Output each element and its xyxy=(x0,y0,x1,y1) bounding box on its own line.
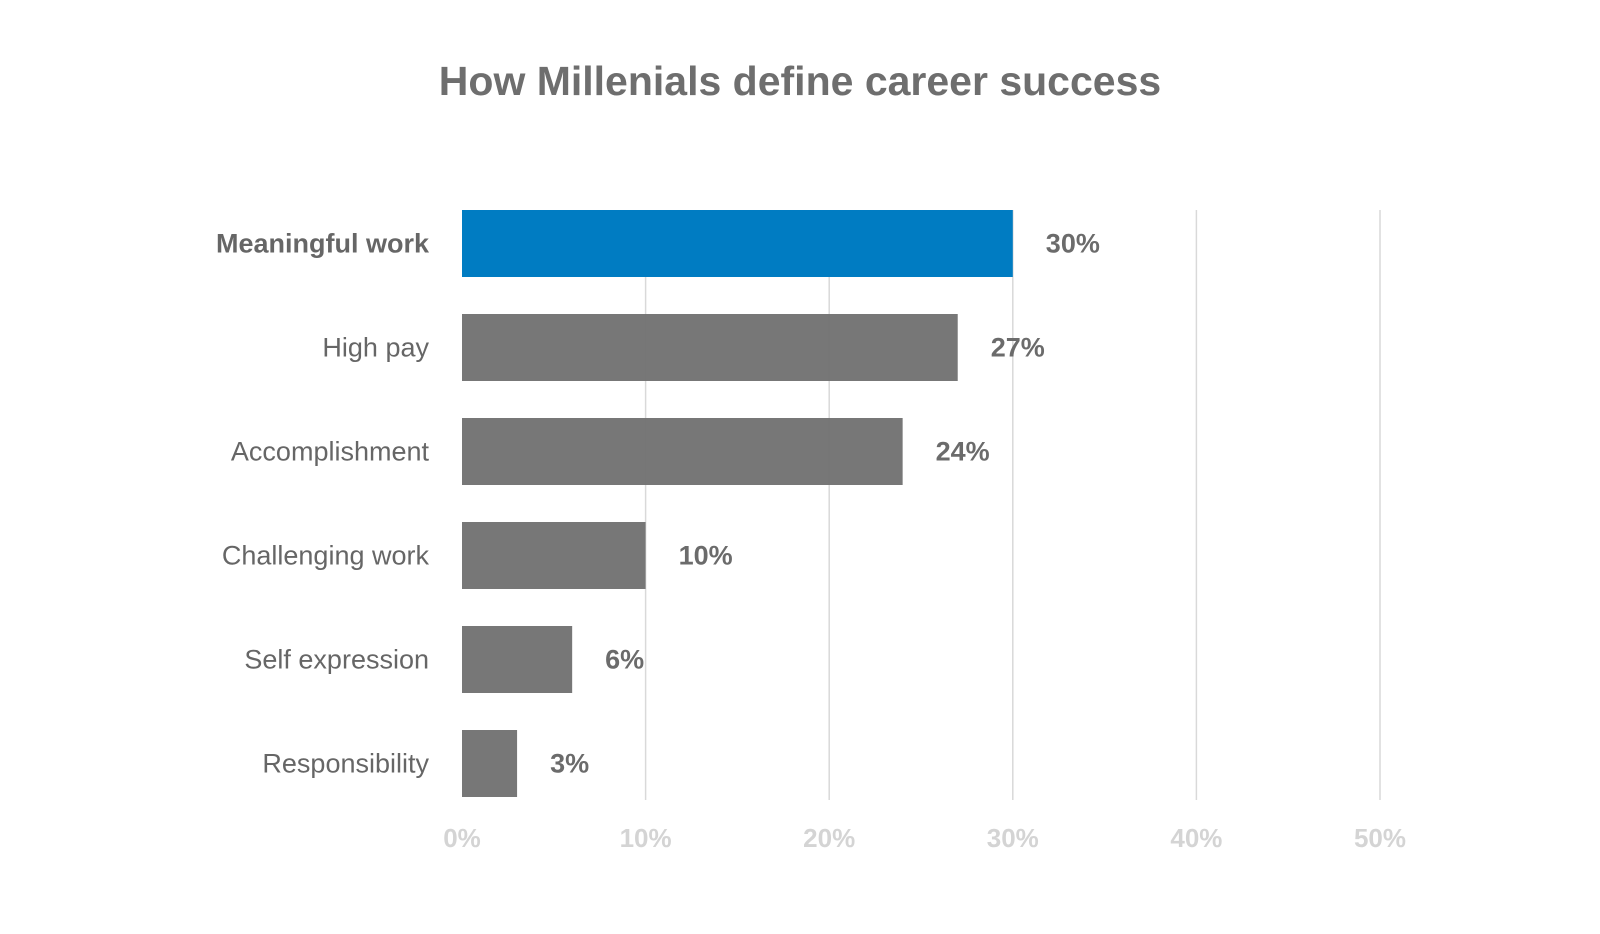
bar-meaningful-work xyxy=(462,210,1013,277)
category-label: High pay xyxy=(322,333,429,363)
bars xyxy=(462,210,1013,797)
category-label: Accomplishment xyxy=(231,437,430,467)
data-label: 30% xyxy=(1046,229,1100,259)
x-tick-label: 10% xyxy=(620,823,672,853)
x-tick-label: 40% xyxy=(1170,823,1222,853)
gridlines xyxy=(644,210,1381,800)
category-label: Self expression xyxy=(244,645,429,675)
x-tick-label: 50% xyxy=(1354,823,1406,853)
chart-title: How Millenials define career success xyxy=(438,58,1162,104)
bar-accomplishment xyxy=(462,418,903,485)
data-label: 24% xyxy=(936,437,990,467)
bar-high-pay xyxy=(462,314,958,381)
data-label: 27% xyxy=(991,333,1045,363)
x-tick-label: 30% xyxy=(987,823,1039,853)
bar-responsibility xyxy=(462,730,518,797)
data-label: 10% xyxy=(679,541,733,571)
category-label: Challenging work xyxy=(222,541,430,571)
x-tick-label: 0% xyxy=(443,823,481,853)
bar-challenging-work xyxy=(462,522,646,589)
bar-self-expression xyxy=(462,626,573,693)
labels: 0% 10% 20% 30% 40% 50% Meaningful work 30% High … xyxy=(216,229,1406,854)
data-label: 3% xyxy=(550,749,589,779)
x-tick-label: 20% xyxy=(803,823,855,853)
data-label: 6% xyxy=(605,645,644,675)
category-label: Meaningful work xyxy=(216,229,430,259)
category-label: Responsibility xyxy=(262,749,429,779)
